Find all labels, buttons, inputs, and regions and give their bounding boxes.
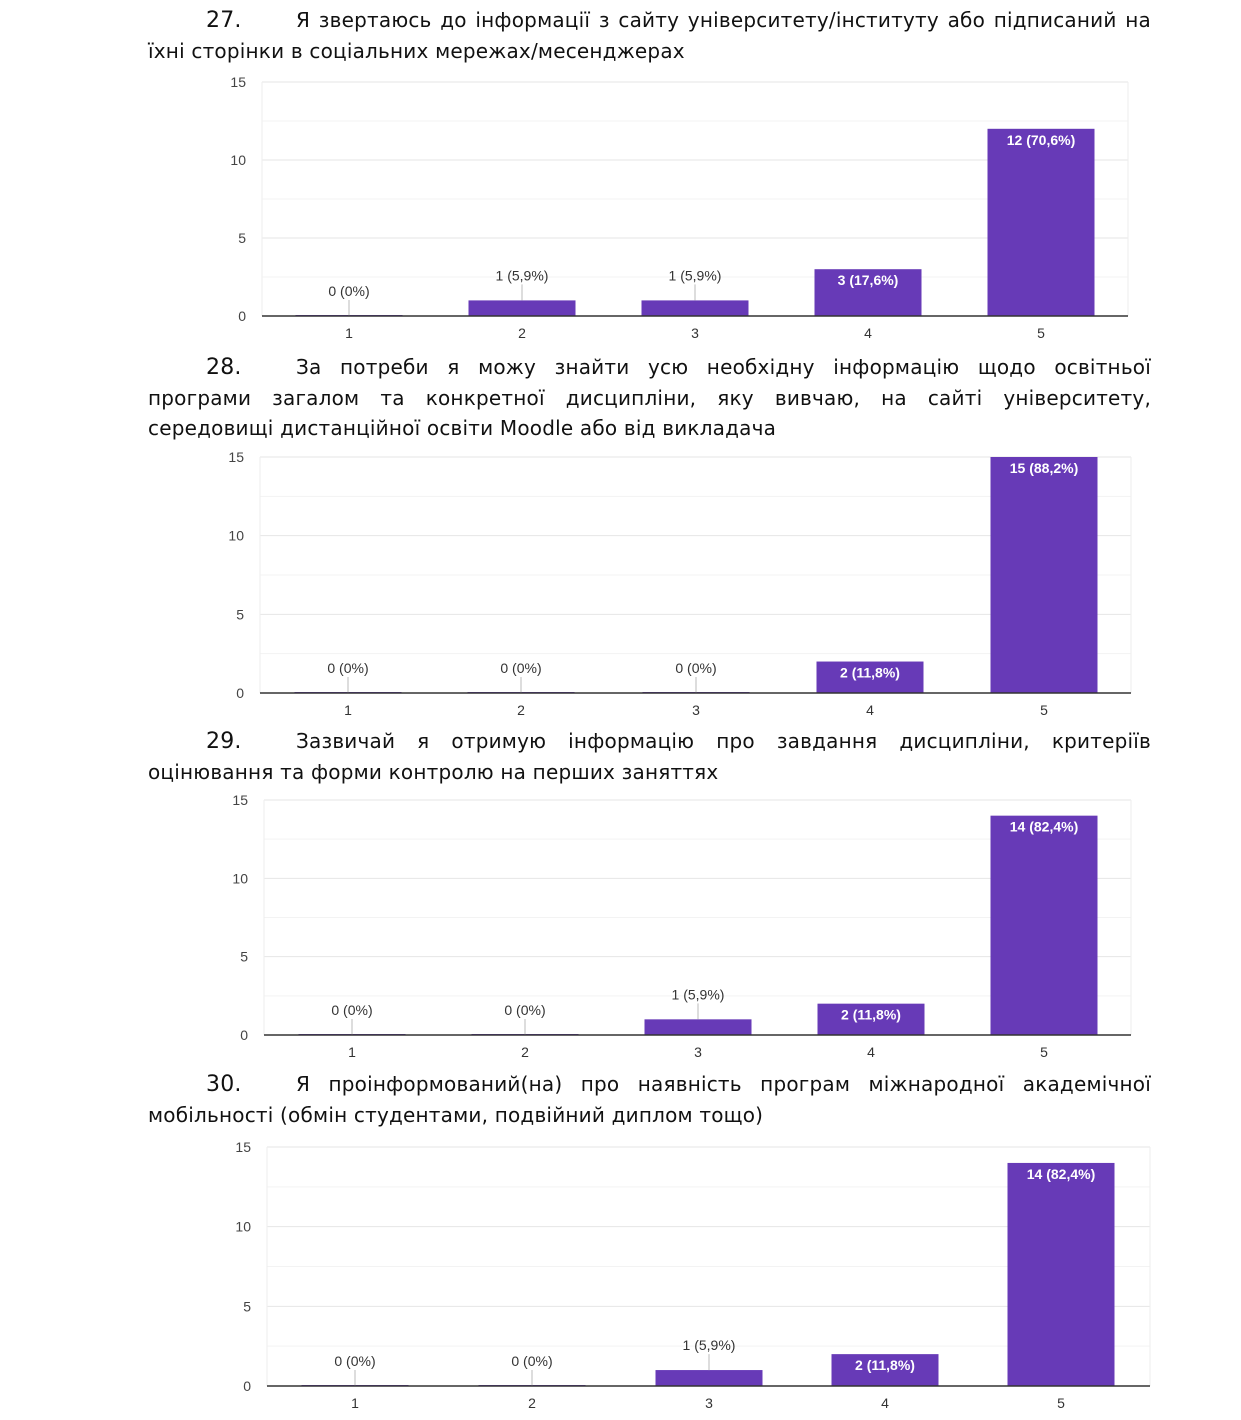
bar <box>816 661 924 693</box>
data-label: 12 (70,6%) <box>1007 132 1075 148</box>
data-label: 0 (0%) <box>511 1353 552 1369</box>
bar <box>644 1019 752 1035</box>
data-label: 15 (88,2%) <box>1010 460 1078 476</box>
y-tick-label: 10 <box>230 152 246 168</box>
x-tick-label: 4 <box>864 325 872 341</box>
x-tick-label: 1 <box>348 1044 356 1060</box>
bar <box>990 815 1098 1035</box>
data-label: 0 (0%) <box>331 1002 372 1018</box>
x-tick-label: 4 <box>867 1044 875 1060</box>
x-tick-label: 4 <box>881 1395 889 1411</box>
y-tick-label: 0 <box>236 685 244 701</box>
bar <box>655 1370 763 1386</box>
y-tick-label: 15 <box>232 792 248 808</box>
x-tick-label: 5 <box>1040 1044 1048 1060</box>
x-tick-label: 4 <box>866 702 874 718</box>
x-tick-label: 5 <box>1040 702 1048 718</box>
data-label: 0 (0%) <box>675 660 716 676</box>
y-tick-label: 0 <box>243 1378 251 1394</box>
y-tick-label: 5 <box>238 230 246 246</box>
y-tick-label: 15 <box>230 74 246 90</box>
x-tick-label: 1 <box>345 325 353 341</box>
data-label: 0 (0%) <box>328 283 369 299</box>
x-tick-label: 3 <box>692 702 700 718</box>
data-label: 3 (17,6%) <box>838 272 899 288</box>
bar <box>641 300 749 316</box>
data-label: 0 (0%) <box>327 660 368 676</box>
question-28: 28. За потреби я можу знайти усю необхідн… <box>148 355 1151 440</box>
x-tick-label: 3 <box>691 325 699 341</box>
y-tick-label: 0 <box>240 1027 248 1043</box>
data-label: 0 (0%) <box>504 1002 545 1018</box>
y-tick-label: 15 <box>228 449 244 465</box>
x-tick-label: 3 <box>694 1044 702 1060</box>
y-tick-label: 10 <box>235 1219 251 1235</box>
y-tick-label: 10 <box>232 870 248 886</box>
x-tick-label: 5 <box>1037 325 1045 341</box>
y-tick-label: 10 <box>228 528 244 544</box>
data-label: 0 (0%) <box>334 1353 375 1369</box>
question-29: 29. Зазвичай я отримую інформацію про зав… <box>148 729 1151 784</box>
data-label: 14 (82,4%) <box>1027 1166 1095 1182</box>
y-tick-label: 5 <box>240 949 248 965</box>
y-tick-label: 0 <box>238 308 246 324</box>
bar <box>468 300 576 316</box>
x-tick-label: 2 <box>528 1395 536 1411</box>
x-tick-label: 1 <box>344 702 352 718</box>
question-27: 27. Я звертаюсь до інформації з сайту уні… <box>148 8 1151 63</box>
data-label: 1 (5,9%) <box>496 267 549 283</box>
bar <box>990 457 1098 693</box>
data-label: 1 (5,9%) <box>672 986 725 1002</box>
data-label: 14 (82,4%) <box>1010 819 1078 835</box>
x-tick-label: 2 <box>517 702 525 718</box>
data-label: 0 (0%) <box>500 660 541 676</box>
data-label: 2 (11,8%) <box>841 1007 901 1023</box>
bar <box>831 1354 939 1386</box>
bar <box>987 128 1095 316</box>
data-label: 1 (5,9%) <box>683 1337 736 1353</box>
x-tick-label: 2 <box>521 1044 529 1060</box>
x-tick-label: 2 <box>518 325 526 341</box>
data-label: 1 (5,9%) <box>669 267 722 283</box>
data-label: 2 (11,8%) <box>855 1357 915 1373</box>
x-tick-label: 3 <box>705 1395 713 1411</box>
x-tick-label: 5 <box>1057 1395 1065 1411</box>
data-label: 2 (11,8%) <box>840 665 900 681</box>
y-tick-label: 15 <box>235 1139 251 1155</box>
bar <box>814 269 922 316</box>
y-tick-label: 5 <box>236 606 244 622</box>
question-30: 30. Я проінформований(на) про наявність п… <box>148 1072 1151 1127</box>
y-tick-label: 5 <box>243 1298 251 1314</box>
x-tick-label: 1 <box>351 1395 359 1411</box>
bar <box>817 1003 925 1035</box>
bar <box>1007 1162 1115 1386</box>
